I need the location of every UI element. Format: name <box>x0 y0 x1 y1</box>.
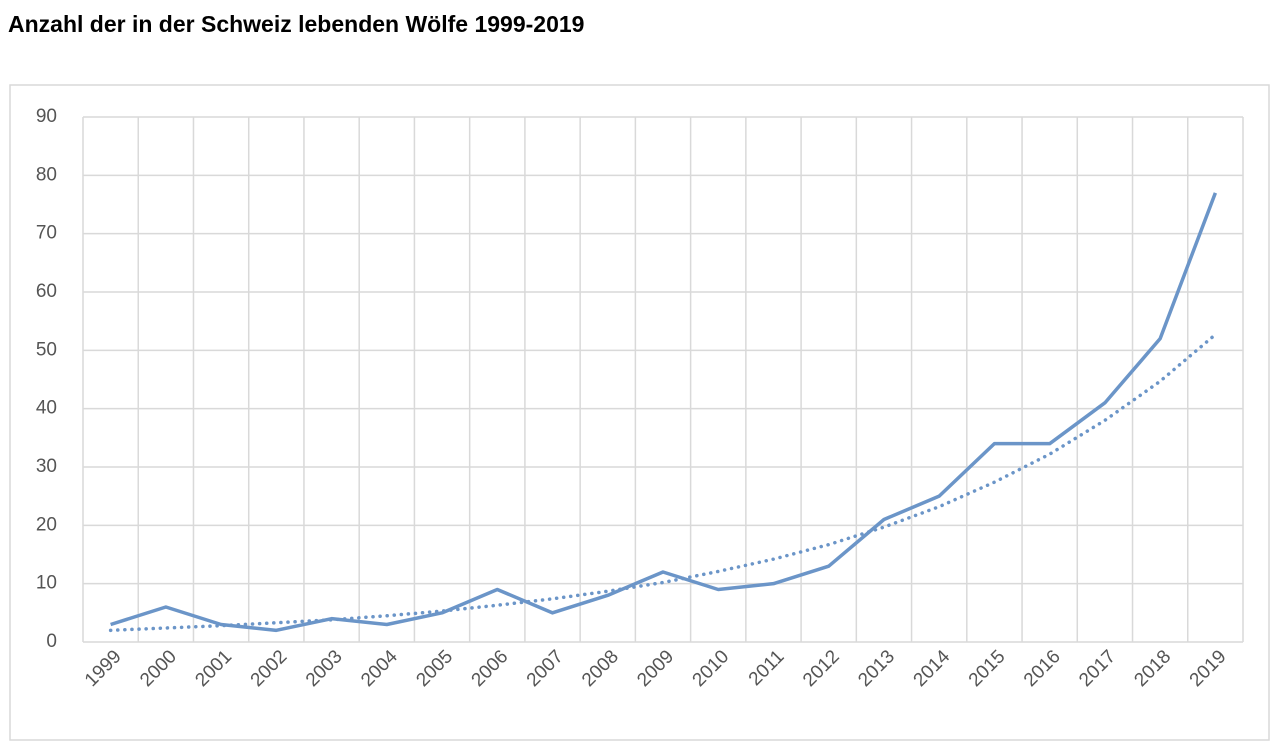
x-tick-label: 2017 <box>1075 646 1120 691</box>
x-tick-label: 2009 <box>633 646 678 691</box>
y-tick-label: 0 <box>46 631 57 652</box>
x-tick-label: 2013 <box>854 646 899 691</box>
x-tick-label: 2000 <box>136 646 181 691</box>
y-tick-label: 60 <box>36 281 57 302</box>
x-tick-label: 2018 <box>1130 646 1175 691</box>
x-tick-label: 2007 <box>523 646 568 691</box>
data-line <box>110 192 1218 633</box>
y-tick-label: 30 <box>36 456 57 477</box>
trend-line <box>108 332 1218 633</box>
x-tick-label: 2005 <box>412 646 457 691</box>
x-tick-label: 2008 <box>578 646 623 691</box>
y-tick-label: 20 <box>36 514 57 535</box>
x-tick-label: 2019 <box>1186 646 1231 691</box>
chart-title: Anzahl der in der Schweiz lebenden Wölfe… <box>8 11 584 37</box>
y-tick-label: 70 <box>36 223 57 244</box>
x-tick-label: 2012 <box>799 646 844 691</box>
x-tick-label: 2010 <box>689 646 734 691</box>
y-tick-label: 50 <box>36 339 57 360</box>
x-tick-label: 2011 <box>745 646 789 690</box>
y-tick-label: 10 <box>36 573 57 594</box>
y-tick-label: 90 <box>36 106 57 127</box>
chart-frame <box>9 84 1270 741</box>
x-tick-label: 2001 <box>191 646 236 691</box>
x-tick-label: 1999 <box>81 646 126 691</box>
y-tick-label: 80 <box>36 164 57 185</box>
x-tick-label: 2003 <box>302 646 347 691</box>
x-tick-label: 2016 <box>1020 646 1065 691</box>
y-tick-label: 40 <box>36 398 57 419</box>
x-tick-label: 2004 <box>357 646 402 691</box>
x-tick-label: 2014 <box>910 646 955 691</box>
x-tick-label: 2015 <box>965 646 1010 691</box>
x-tick-label: 2002 <box>247 646 292 691</box>
x-tick-label: 2006 <box>468 646 513 691</box>
